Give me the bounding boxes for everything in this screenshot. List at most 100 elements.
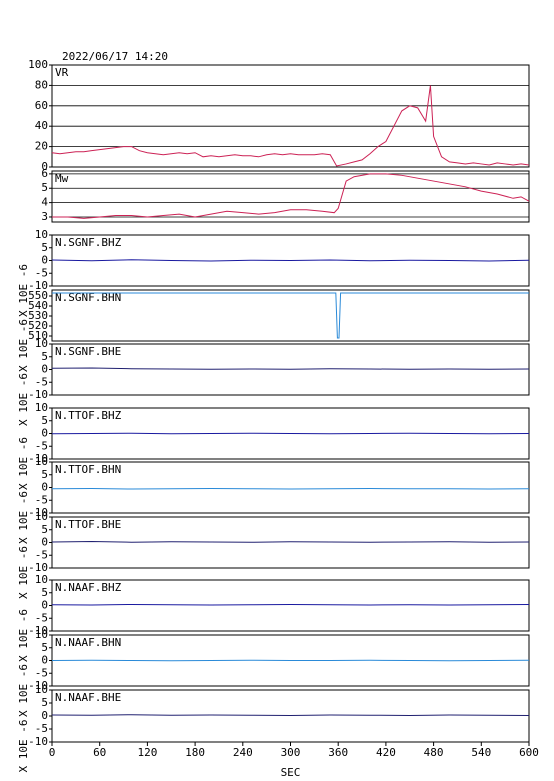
y-tick-label: 0 xyxy=(41,160,48,173)
panel-label: N.TTOF.BHZ xyxy=(55,409,122,422)
panel-label: N.TTOF.BHN xyxy=(55,463,121,476)
plot-frame xyxy=(51,64,530,168)
y-tick-label: -10 xyxy=(28,452,48,465)
y-tick-label: 550 xyxy=(28,289,48,302)
data-line xyxy=(51,259,530,262)
plot-frame xyxy=(51,689,530,743)
plot-frame xyxy=(51,289,530,342)
y-tick-label: 530 xyxy=(28,309,48,322)
y-tick-label: -10 xyxy=(28,679,48,692)
x-tick-label: 540 xyxy=(471,746,491,759)
y-tick-label: 5 xyxy=(41,350,48,363)
y-tick-label: -5 xyxy=(35,375,48,388)
x-tick-label: 60 xyxy=(93,746,106,759)
y-tick-label: 10 xyxy=(35,455,48,468)
data-line xyxy=(51,488,530,490)
x-tick-label: 0 xyxy=(49,746,56,759)
y-tick-label: 0 xyxy=(41,481,48,494)
x-tick-label: 480 xyxy=(424,746,444,759)
y-tick-label: 10 xyxy=(35,510,48,523)
y-tick-label: -5 xyxy=(35,548,48,561)
y-axis-label: X 10E -6 xyxy=(17,373,30,426)
y-tick-label: 5 xyxy=(41,523,48,536)
y-tick-label: 40 xyxy=(35,119,48,132)
y-axis-label: X 10E -6 xyxy=(17,664,30,717)
y-tick-label: -10 xyxy=(28,279,48,292)
x-tick-label: 420 xyxy=(376,746,396,759)
panel-label: N.NAAF.BHZ xyxy=(55,581,122,594)
y-tick-label: 5 xyxy=(41,696,48,709)
y-tick-label: 5 xyxy=(41,241,48,254)
x-tick-label: 360 xyxy=(328,746,348,759)
data-line xyxy=(51,367,530,370)
y-tick-label: 4 xyxy=(41,196,48,209)
y-tick-label: 10 xyxy=(35,228,48,241)
data-line xyxy=(51,659,530,662)
y-tick-label: 10 xyxy=(35,401,48,414)
x-tick-label: 180 xyxy=(185,746,205,759)
panel-label: Mw xyxy=(55,172,69,185)
y-tick-label: 5 xyxy=(41,181,48,194)
panel-label: N.SGNF.BHE xyxy=(55,345,121,358)
y-tick-label: 3 xyxy=(41,210,48,223)
y-tick-label: -10 xyxy=(28,506,48,519)
y-axis-label: X 10E -6 xyxy=(17,437,30,490)
plot-frame xyxy=(51,579,530,632)
y-tick-label: 510 xyxy=(28,329,48,342)
y-tick-label: 6 xyxy=(41,167,48,180)
y-axis-label: X 10E -6 xyxy=(17,491,30,544)
panel-label: N.NAAF.BHN xyxy=(55,636,121,649)
y-tick-label: 540 xyxy=(28,299,48,312)
plot-frame xyxy=(51,170,530,223)
y-tick-label: 10 xyxy=(35,628,48,641)
y-axis-label: X 10E -6 xyxy=(17,609,30,662)
y-tick-label: 80 xyxy=(35,78,48,91)
chart-title: 2022/06/17 14:20 xyxy=(62,50,168,63)
y-tick-label: 520 xyxy=(28,319,48,332)
y-tick-label: 60 xyxy=(35,99,48,112)
y-tick-label: 10 xyxy=(35,573,48,586)
y-tick-label: -5 xyxy=(35,266,48,279)
y-tick-label: 5 xyxy=(41,468,48,481)
y-axis-label: X 10E -6 xyxy=(17,720,30,773)
y-tick-label: -5 xyxy=(35,493,48,506)
data-line xyxy=(51,714,530,716)
y-tick-label: 0 xyxy=(41,254,48,267)
y-tick-label: 10 xyxy=(35,337,48,350)
y-tick-label: 5 xyxy=(41,641,48,654)
y-tick-label: 0 xyxy=(41,427,48,440)
plot-frame xyxy=(51,461,530,514)
y-tick-label: 0 xyxy=(41,654,48,667)
y-tick-label: 5 xyxy=(41,586,48,599)
panel-label: N.SGNF.BHZ xyxy=(55,236,122,249)
data-line xyxy=(51,432,530,435)
x-tick-label: 120 xyxy=(137,746,157,759)
y-axis-label: X 10E -6 xyxy=(17,546,30,599)
x-axis-label: SEC xyxy=(281,766,301,779)
y-tick-label: -10 xyxy=(28,561,48,574)
data-line xyxy=(52,173,530,219)
y-tick-label: 10 xyxy=(35,683,48,696)
data-line xyxy=(51,540,530,543)
panel-label: N.TTOF.BHE xyxy=(55,518,121,531)
y-axis-label: X 10E -6 xyxy=(17,264,30,317)
x-tick-label: 300 xyxy=(281,746,301,759)
panel-label: VR xyxy=(55,66,69,79)
x-tick-label: 600 xyxy=(519,746,539,759)
y-tick-label: -10 xyxy=(28,735,48,748)
y-tick-label: 0 xyxy=(41,536,48,549)
y-tick-label: 5 xyxy=(41,414,48,427)
data-line xyxy=(51,603,530,606)
y-tick-label: 100 xyxy=(28,58,48,71)
y-tick-label: -10 xyxy=(28,624,48,637)
panel-label: N.SGNF.BHN xyxy=(55,291,121,304)
y-tick-label: -5 xyxy=(35,439,48,452)
y-tick-label: -5 xyxy=(35,666,48,679)
y-tick-label: -5 xyxy=(35,611,48,624)
panel-label: N.NAAF.BHE xyxy=(55,691,121,704)
data-line xyxy=(51,85,530,167)
x-tick-label: 240 xyxy=(233,746,253,759)
y-tick-label: -5 xyxy=(35,722,48,735)
data-line xyxy=(52,292,529,339)
y-tick-label: 20 xyxy=(35,140,48,153)
